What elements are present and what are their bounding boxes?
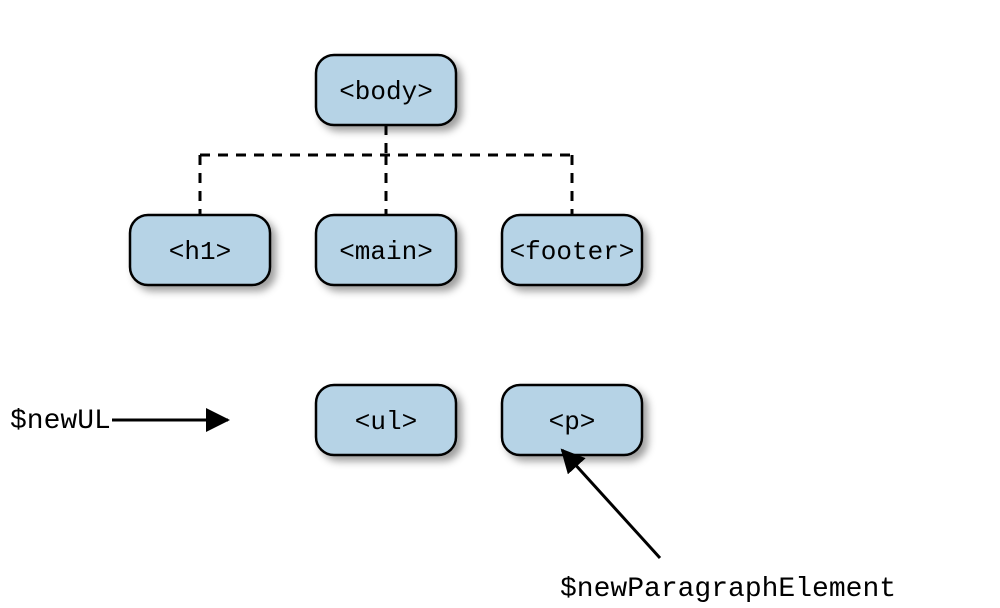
- node-label-body: <body>: [339, 77, 433, 107]
- node-body: <body>: [316, 55, 456, 125]
- node-ul: <ul>: [316, 385, 456, 455]
- var-label-newUL: $newUL: [10, 406, 111, 437]
- node-label-footer: <footer>: [510, 237, 635, 267]
- node-label-p: <p>: [549, 407, 596, 437]
- arrow-newParagraphElement: [562, 450, 660, 558]
- node-label-h1: <h1>: [169, 237, 231, 267]
- node-h1: <h1>: [130, 215, 270, 285]
- var-label-newParagraphElement: $newParagraphElement: [560, 574, 896, 605]
- node-main: <main>: [316, 215, 456, 285]
- node-label-main: <main>: [339, 237, 433, 267]
- node-label-ul: <ul>: [355, 407, 417, 437]
- node-footer: <footer>: [502, 215, 642, 285]
- node-p: <p>: [502, 385, 642, 455]
